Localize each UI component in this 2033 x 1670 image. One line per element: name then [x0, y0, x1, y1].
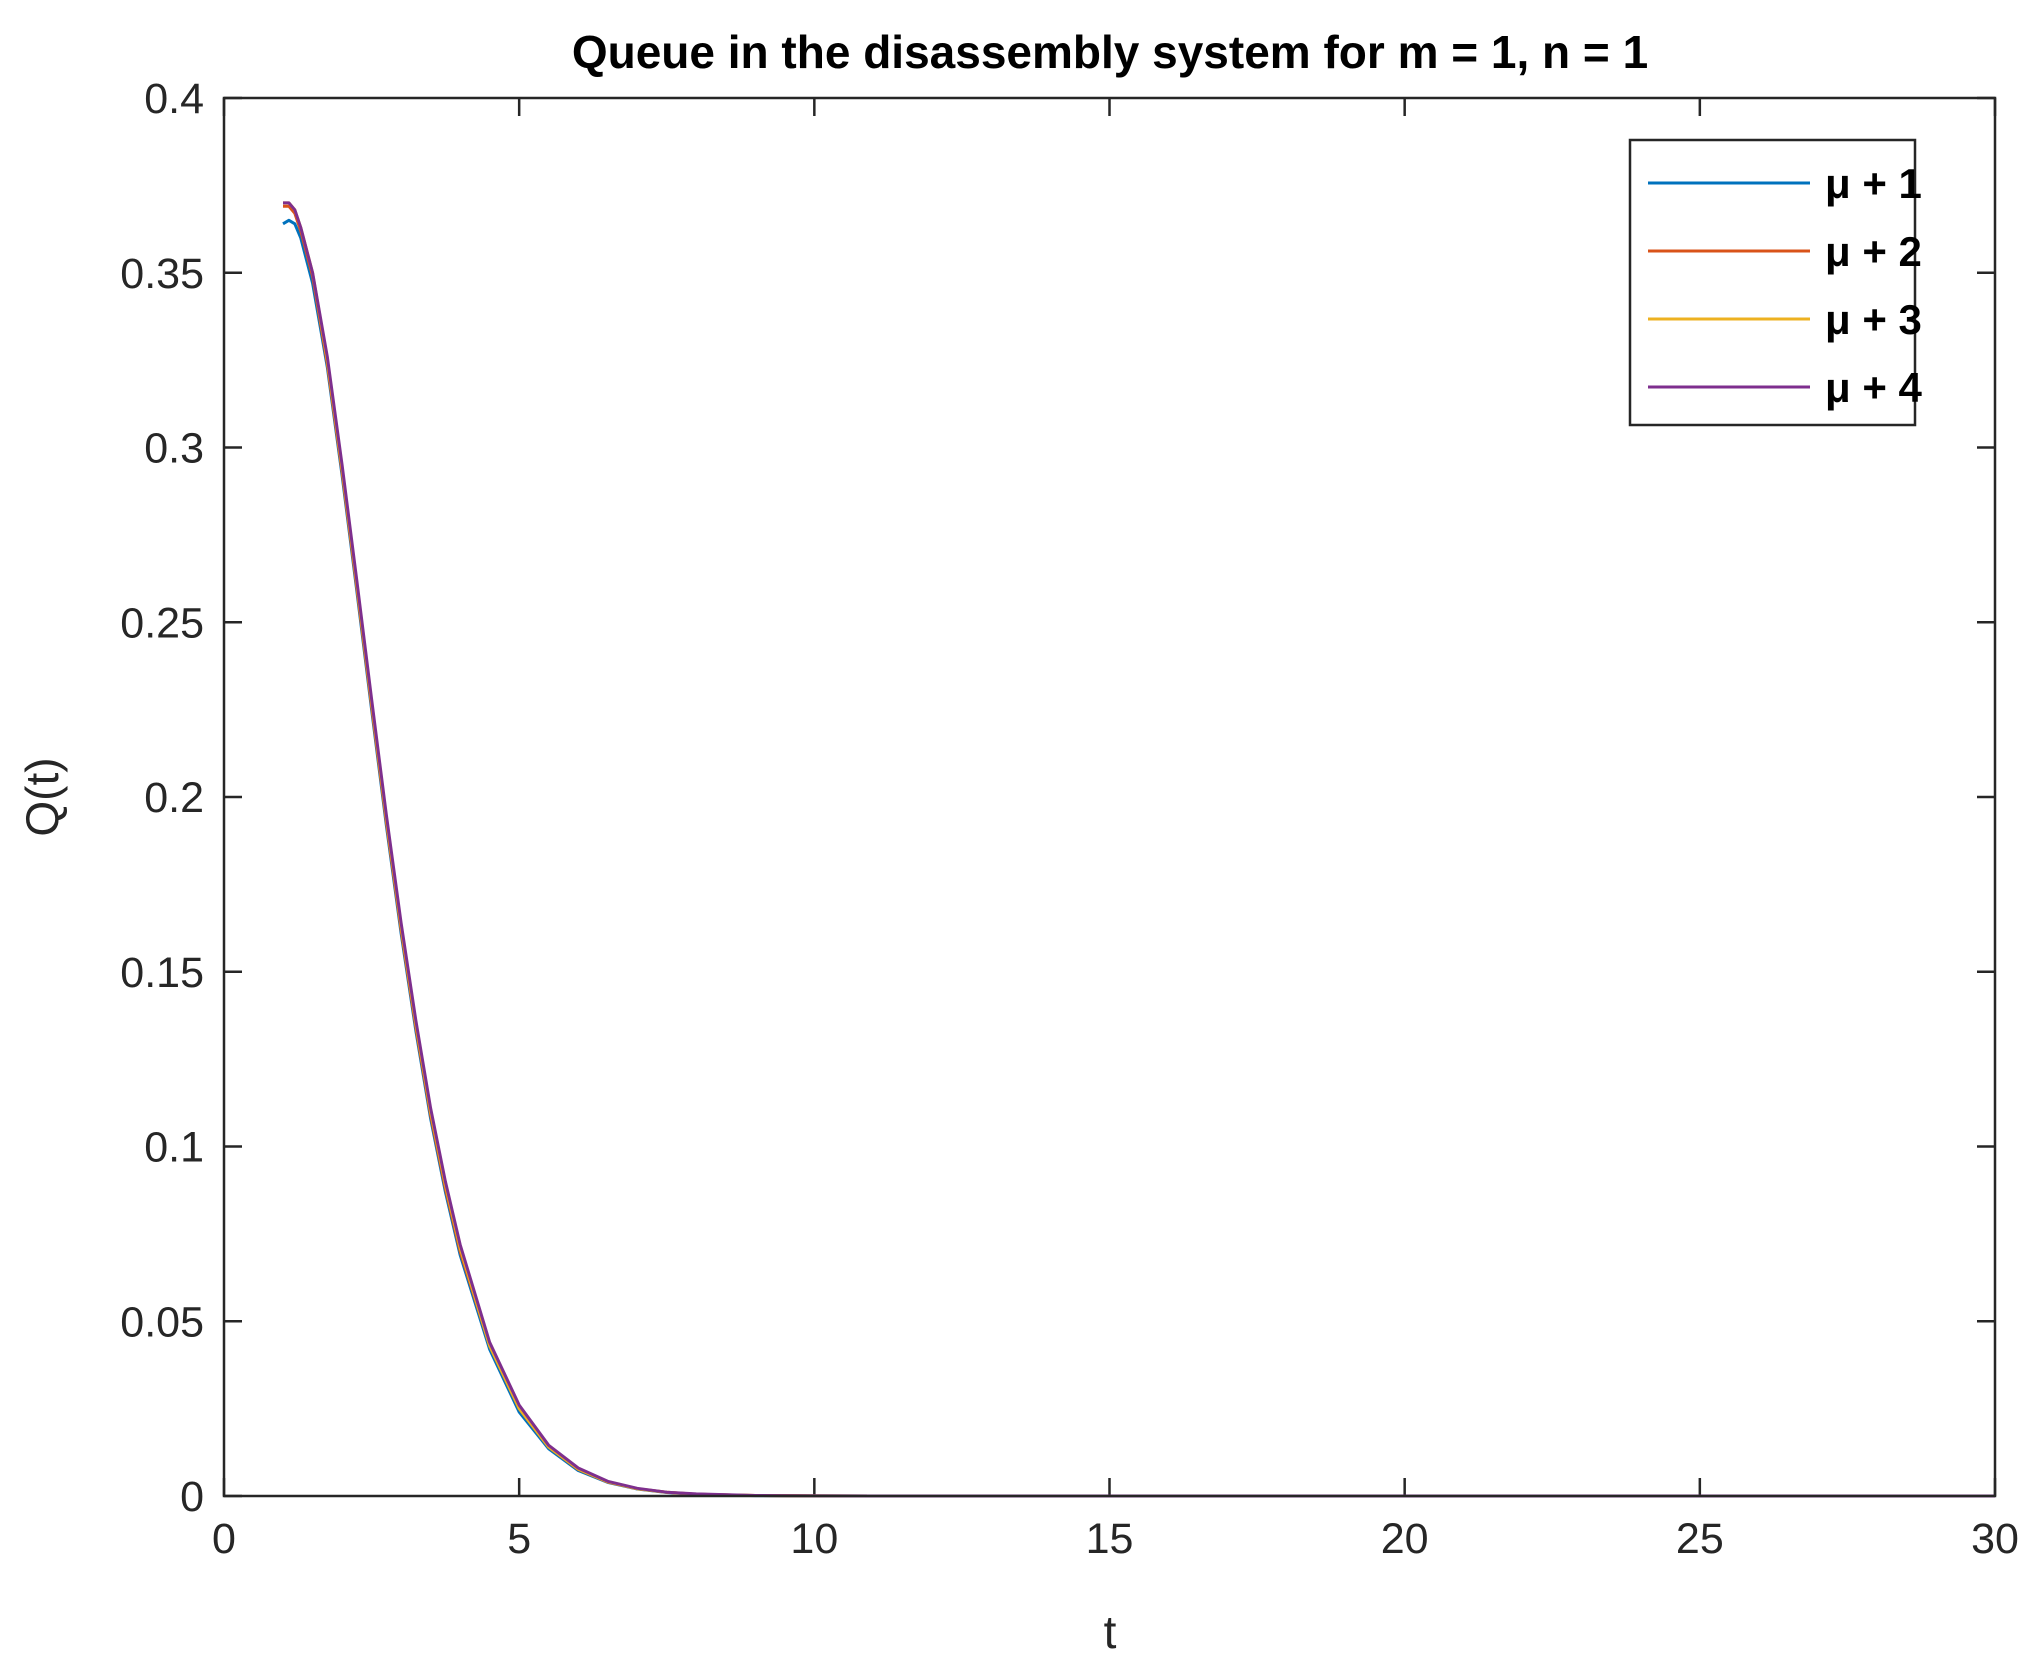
- legend-box: [1628, 138, 1917, 427]
- axis-ticks: 0 5 10 15 20 25 30 0 0.05 0.1 0.15 0.2 0.25 0.3 0.35 0.…: [120, 75, 2019, 1563]
- x-tick-label: 20: [1381, 1515, 1429, 1563]
- x-tick-label: 0: [212, 1515, 236, 1563]
- x-tick-label: 10: [790, 1515, 838, 1563]
- y-tick-label: 0: [180, 1473, 204, 1521]
- legend: μ + 1 μ + 2 μ + 3 μ + 4: [1628, 138, 1923, 427]
- y-axis-title: Q(t): [16, 757, 68, 836]
- legend-label-3: μ + 3: [1825, 296, 1922, 343]
- y-tick-label: 0.1: [144, 1124, 204, 1172]
- chart-title: Queue in the disassembly system for m = …: [572, 26, 1648, 78]
- x-tick-label: 25: [1676, 1515, 1724, 1563]
- axes-box: [222, 96, 1997, 1498]
- y-tick-label: 0.35: [120, 250, 204, 298]
- x-axis-title: t: [1104, 1606, 1117, 1658]
- y-tick-label: 0.25: [120, 599, 204, 647]
- x-tick-label: 5: [507, 1515, 531, 1563]
- y-tick-label: 0.05: [120, 1298, 204, 1346]
- x-tick-label: 30: [1971, 1515, 2019, 1563]
- x-tick-label: 15: [1086, 1515, 1134, 1563]
- y-tick-label: 0.3: [144, 425, 204, 473]
- y-tick-label: 0.2: [144, 774, 204, 822]
- legend-label-2: μ + 2: [1825, 228, 1922, 275]
- y-tick-label: 0.15: [120, 949, 204, 997]
- y-tick-label: 0.4: [144, 75, 204, 123]
- legend-label-1: μ + 1: [1825, 160, 1922, 207]
- legend-label-4: μ + 4: [1825, 364, 1923, 411]
